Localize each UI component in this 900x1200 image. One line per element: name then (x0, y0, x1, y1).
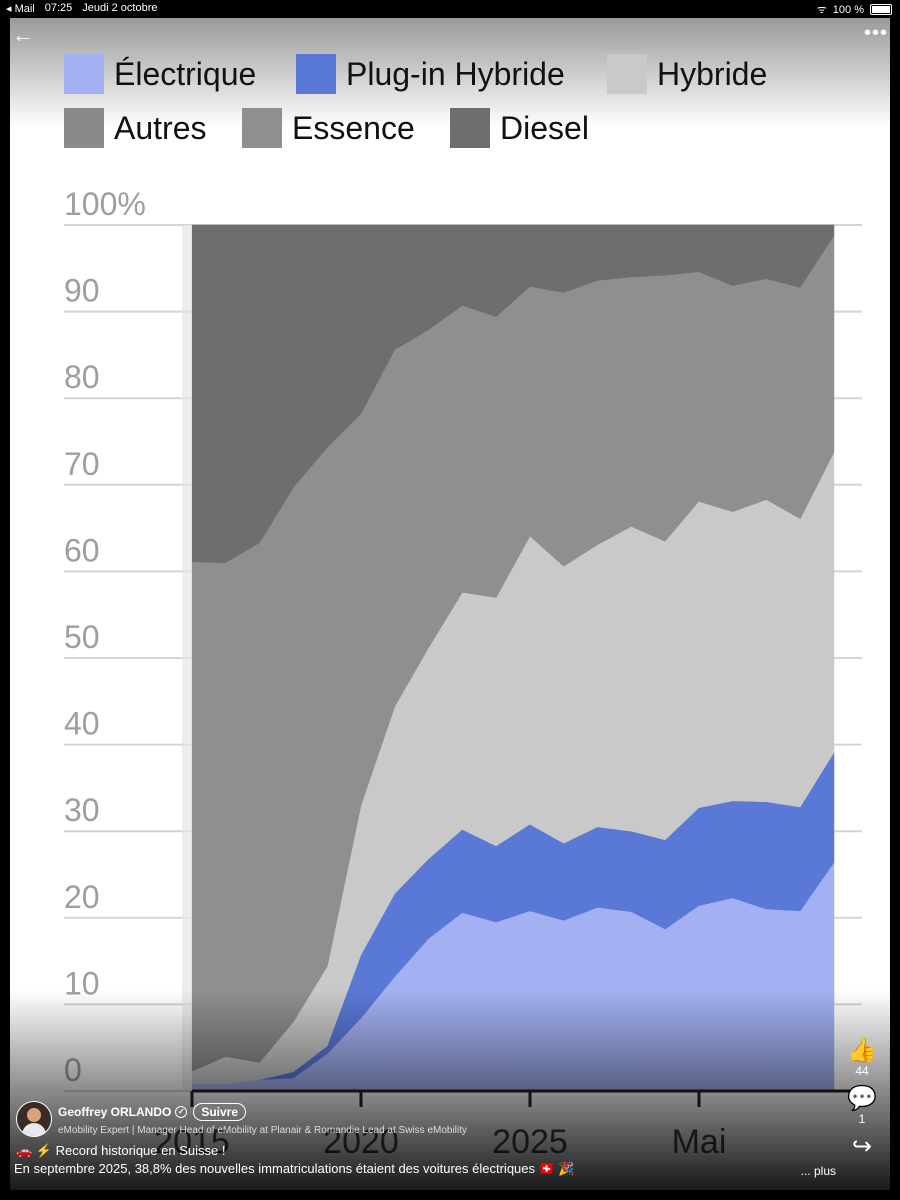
legend-swatch (64, 54, 104, 94)
author-name[interactable]: Geoffrey ORLANDO (58, 1104, 172, 1119)
legend-swatch (296, 54, 336, 94)
status-bar: ◂ Mail 07:25 Jeudi 2 octobre ᯤ 100 % (0, 0, 900, 18)
share-button[interactable]: ↪ (842, 1134, 882, 1160)
plot-left-band (182, 225, 192, 1091)
author-info: Geoffrey ORLANDO ✓ Suivre eMobility Expe… (58, 1102, 467, 1136)
post-title: 🚗 ⚡ Record historique en Suisse ! (16, 1143, 225, 1159)
author-headline: eMobility Expert | Manager Head of eMobi… (58, 1124, 467, 1136)
y-tick-label: 50 (64, 619, 100, 655)
like-button[interactable]: 👍 44 (842, 1037, 882, 1079)
back-arrow-icon[interactable]: ← (12, 22, 34, 47)
image-viewer: 0102030405060708090100%201520202025Mai É… (10, 18, 890, 1190)
battery-icon (870, 4, 892, 15)
y-tick-label: 70 (64, 446, 100, 482)
y-tick-label: 40 (64, 706, 100, 742)
wifi-icon: ᯤ (816, 4, 827, 16)
legend-item-electrique: Électrique (64, 54, 256, 94)
y-tick-label: 20 (64, 879, 100, 915)
legend-label: Essence (292, 109, 415, 146)
post-text: En septembre 2025, 38,8% des nouvelles i… (14, 1161, 575, 1176)
share-icon: ↪ (851, 1133, 873, 1160)
comment-button[interactable]: 💬 1 (842, 1085, 882, 1127)
legend-item-autres: Autres (64, 108, 206, 148)
legend-label: Hybride (657, 55, 768, 92)
comment-count: 1 (858, 1112, 866, 1126)
legend-label: Diesel (500, 109, 589, 146)
area-series-5 (191, 224, 835, 563)
bottom-gradient (10, 990, 890, 1190)
y-tick-label: 100% (64, 186, 146, 222)
legend-item-diesel: Diesel (450, 108, 589, 148)
legend-item-essence: Essence (242, 108, 415, 148)
verified-icon: ✓ (175, 1105, 188, 1118)
status-date: Jeudi 2 octobre (82, 2, 158, 14)
author-name-row: Geoffrey ORLANDO ✓ Suivre (58, 1102, 467, 1121)
back-to-app-link[interactable]: ◂ Mail (6, 3, 35, 15)
legend-label: Plug-in Hybride (346, 55, 565, 92)
like-count: 44 (855, 1064, 869, 1078)
author-block: Geoffrey ORLANDO ✓ Suivre eMobility Expe… (16, 1101, 467, 1137)
legend-swatch (242, 108, 282, 148)
title-emoji: 🚗 ⚡ (16, 1143, 52, 1158)
legend-label: Autres (114, 109, 207, 146)
status-time: 07:25 (44, 2, 73, 14)
y-tick-label: 30 (64, 792, 100, 828)
y-tick-label: 80 (64, 359, 100, 395)
legend-swatch (607, 54, 647, 94)
comment-icon: 💬 (847, 1085, 877, 1112)
y-tick-label: 60 (64, 532, 100, 568)
legend-item-plug-in-hybride: Plug-in Hybride (296, 54, 565, 94)
legend-swatch (64, 108, 104, 148)
avatar[interactable] (16, 1101, 52, 1137)
legend-item-hybride: Hybride (607, 54, 767, 94)
post-actions: 👍 44 💬 1 ↪ (842, 1038, 882, 1168)
legend-swatch (450, 108, 490, 148)
thumbs-up-icon: 👍 (847, 1037, 877, 1064)
see-more-link[interactable]: ... plus (800, 1164, 836, 1178)
title-text: Record historique en Suisse ! (55, 1143, 226, 1158)
more-options-icon[interactable]: ••• (863, 22, 888, 44)
legend-label: Électrique (114, 55, 257, 92)
battery-level: 100 % (832, 3, 864, 16)
y-tick-label: 90 (64, 273, 100, 309)
follow-button[interactable]: Suivre (193, 1102, 247, 1121)
